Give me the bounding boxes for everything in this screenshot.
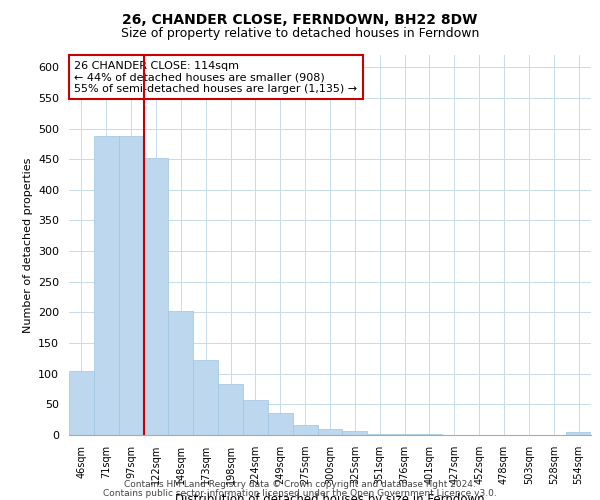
Bar bbox=[367, 434, 392, 435]
Y-axis label: Number of detached properties: Number of detached properties bbox=[23, 158, 32, 332]
Text: Contains HM Land Registry data © Crown copyright and database right 2024.: Contains HM Land Registry data © Crown c… bbox=[124, 480, 476, 489]
Bar bbox=[69, 370, 94, 435]
Text: Size of property relative to detached houses in Ferndown: Size of property relative to detached ho… bbox=[121, 28, 479, 40]
Text: Contains public sector information licensed under the Open Government Licence v3: Contains public sector information licen… bbox=[103, 488, 497, 498]
Bar bbox=[392, 434, 417, 435]
Bar bbox=[243, 400, 268, 435]
Bar bbox=[293, 425, 317, 435]
Bar bbox=[218, 384, 243, 435]
Bar bbox=[119, 136, 143, 435]
Text: 26, CHANDER CLOSE, FERNDOWN, BH22 8DW: 26, CHANDER CLOSE, FERNDOWN, BH22 8DW bbox=[122, 12, 478, 26]
Bar bbox=[417, 434, 442, 435]
Bar bbox=[268, 413, 293, 435]
Bar bbox=[566, 432, 591, 435]
Bar bbox=[193, 360, 218, 435]
Bar bbox=[343, 430, 367, 435]
Bar bbox=[169, 311, 193, 435]
Text: 26 CHANDER CLOSE: 114sqm
← 44% of detached houses are smaller (908)
55% of semi-: 26 CHANDER CLOSE: 114sqm ← 44% of detach… bbox=[74, 60, 358, 94]
Bar bbox=[94, 136, 119, 435]
Bar bbox=[143, 158, 169, 435]
X-axis label: Distribution of detached houses by size in Ferndown: Distribution of detached houses by size … bbox=[175, 492, 485, 500]
Bar bbox=[317, 429, 343, 435]
